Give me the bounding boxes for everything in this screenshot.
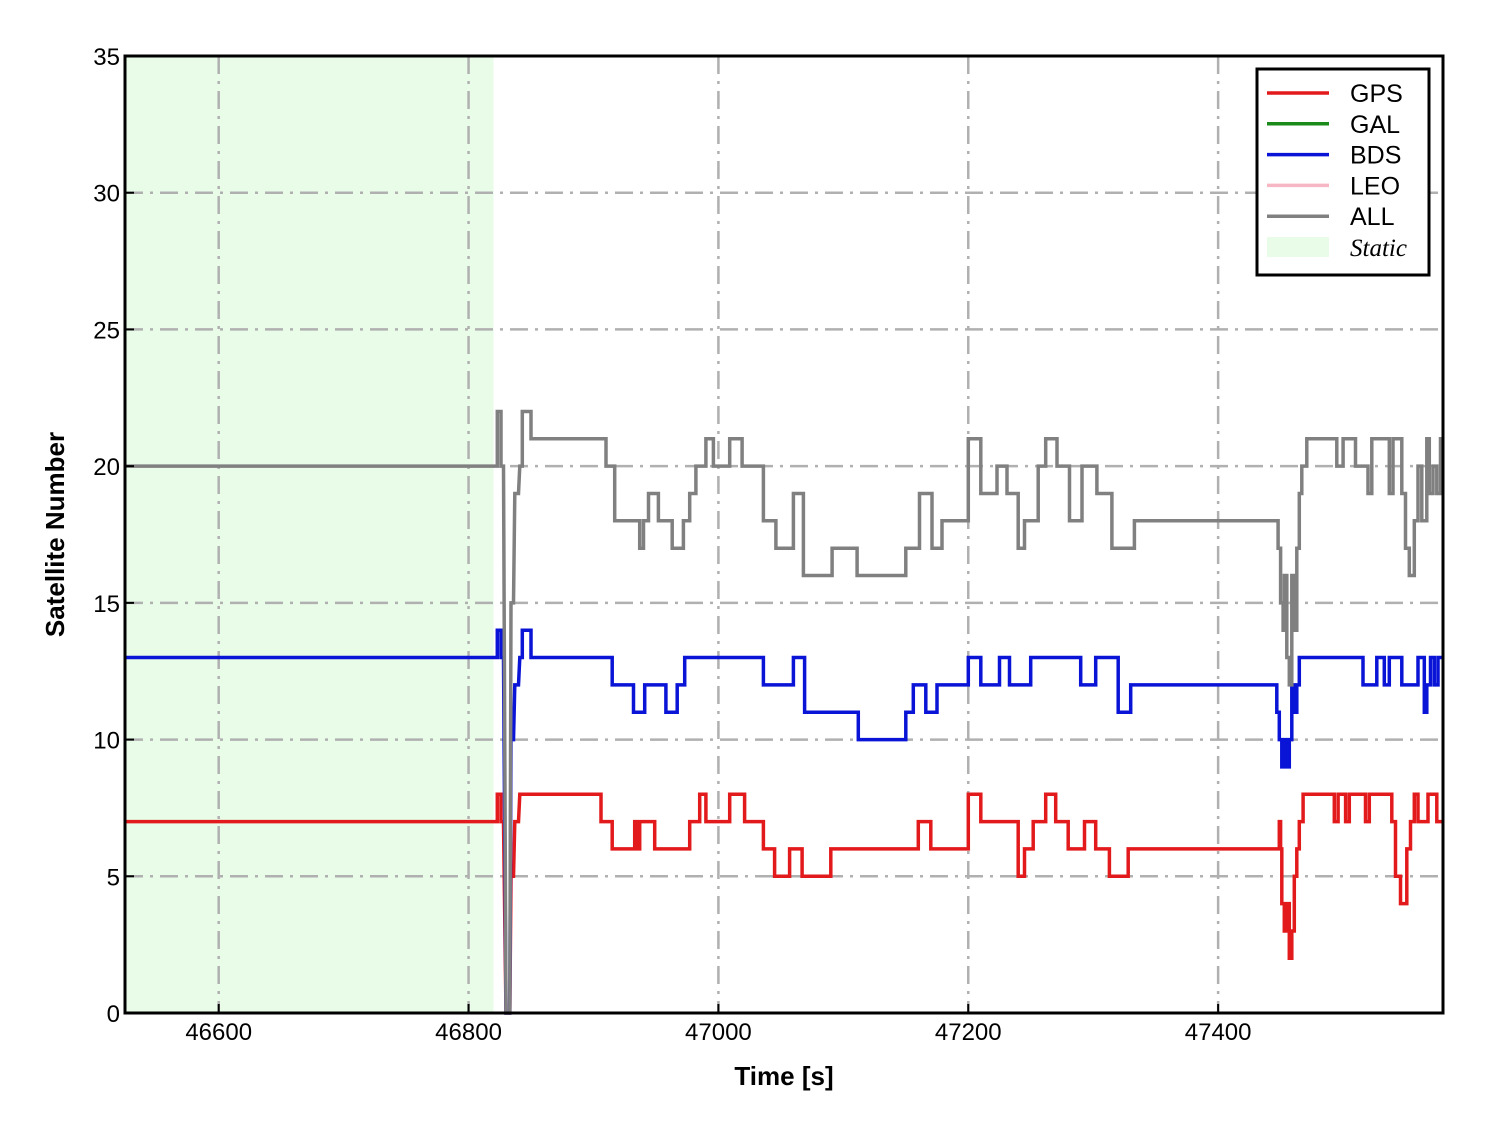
legend-swatch-static [1267, 237, 1329, 257]
series-line-all [125, 409, 1443, 1015]
y-tick-label: 15 [93, 591, 120, 618]
legend-label-static: Static [1350, 235, 1407, 262]
legend-label-leo: LEO [1350, 172, 1400, 200]
legend-label-bds: BDS [1350, 142, 1401, 170]
y-tick-label: 0 [107, 1001, 120, 1028]
x-axis-title: Time [s] [734, 1061, 833, 1091]
legend-label-gal: GAL [1350, 111, 1400, 139]
tick-layer: 46600 46800 47000 47200 47400 0 5 10 15 20 25 30 35 [93, 44, 1251, 1046]
y-tick-label: 5 [107, 864, 120, 891]
grid-layer [125, 56, 1443, 1013]
y-tick-label: 20 [93, 454, 120, 481]
legend-label-gps: GPS [1350, 80, 1403, 108]
x-tick-label: 47400 [1185, 1019, 1252, 1046]
x-tick-label: 47000 [685, 1019, 752, 1046]
x-tick-label: 47200 [935, 1019, 1002, 1046]
y-tick-label: 35 [93, 44, 120, 71]
y-tick-label: 30 [93, 181, 120, 208]
legend-label-all: ALL [1350, 203, 1395, 231]
static-region-layer [125, 56, 494, 1013]
x-tick-label: 46800 [435, 1019, 502, 1046]
y-axis-title: Satellite Number [40, 432, 70, 637]
plot-frame [123, 54, 1445, 1015]
static-region [125, 56, 494, 1013]
y-tick-label: 10 [93, 728, 120, 755]
x-tick-label: 46600 [185, 1019, 252, 1046]
series-line-gps [125, 792, 1443, 1015]
y-tick-label: 25 [93, 317, 120, 344]
series-layer [125, 409, 1443, 1015]
series-line-bds [125, 628, 1443, 1015]
